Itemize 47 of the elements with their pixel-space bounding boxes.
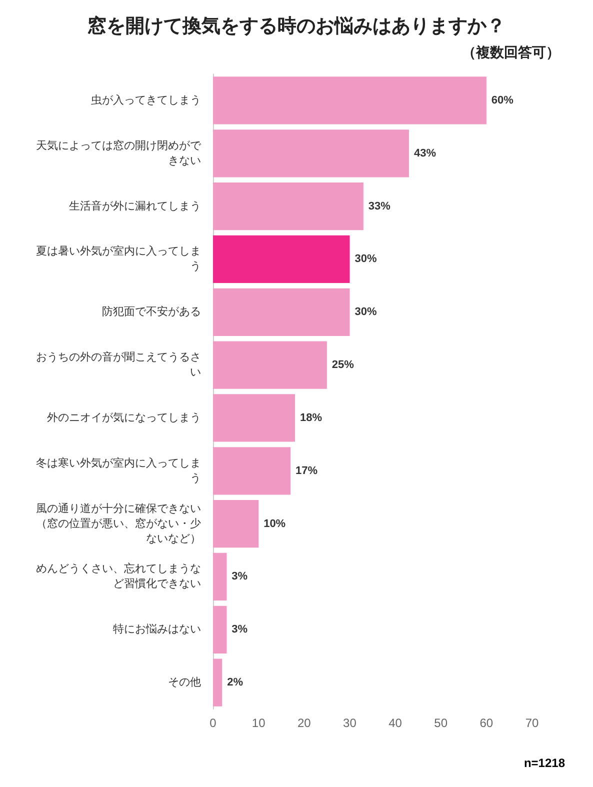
- y-tick-label: 天気によっては窓の開け閉めができない: [36, 138, 202, 167]
- x-tick-label: 40: [388, 716, 402, 730]
- y-tick-label: 生活音が外に漏れてしまう: [69, 199, 201, 212]
- data-label: 33%: [368, 200, 391, 212]
- y-tick-label: 防犯面で不安がある: [102, 305, 201, 318]
- data-label: 30%: [354, 253, 377, 266]
- data-label: 3%: [232, 570, 248, 583]
- bar: [213, 394, 296, 442]
- chart-subtitle: （複数回答可）: [462, 44, 560, 60]
- y-tick-label: 冬は寒い外気が室内に入ってしまう: [36, 456, 201, 484]
- bar: [213, 500, 259, 548]
- y-tick-label: 外のニオイが気になってしまう: [47, 412, 201, 424]
- x-tick-label: 70: [525, 716, 539, 730]
- x-tick-label: 60: [480, 716, 494, 730]
- x-tick-label: 10: [252, 716, 266, 730]
- text: n=1218: [524, 756, 566, 770]
- bar: [213, 447, 290, 495]
- data-label: 17%: [295, 464, 318, 477]
- bar: [213, 182, 364, 230]
- y-tick-label: その他: [168, 676, 201, 689]
- y-tick-label: おうちの外の音が聞こえてうるさい: [36, 350, 201, 379]
- bar: [213, 341, 327, 389]
- data-label: 60%: [491, 94, 514, 106]
- data-label: 30%: [354, 306, 377, 318]
- bar: [213, 288, 350, 336]
- x-tick-label: 0: [210, 716, 217, 730]
- data-label: 18%: [300, 412, 322, 424]
- data-label: 43%: [414, 147, 436, 160]
- bar: [213, 76, 486, 124]
- data-label: 25%: [332, 359, 354, 372]
- data-label: 2%: [227, 676, 244, 689]
- x-tick-label: 30: [343, 716, 357, 730]
- y-tick-label: 夏は暑い外気が室内に入ってしまう: [36, 244, 201, 273]
- x-tick-label: 20: [297, 716, 312, 730]
- bar: [213, 235, 350, 284]
- data-label: 10%: [264, 518, 286, 530]
- y-tick-label: 特にお悩みはない: [113, 624, 201, 636]
- y-tick-label: 風の通り道が十分に確保できない（窓の位置が悪い、窓がない・少ないなど）: [36, 502, 201, 545]
- bar: [213, 606, 227, 654]
- bar: [213, 552, 227, 601]
- x-tick-label: 50: [434, 716, 448, 730]
- y-tick-label: めんどうくさい、忘れてしまうなど習慣化できない: [36, 562, 201, 590]
- bar: [213, 658, 222, 706]
- bar: [213, 130, 409, 178]
- y-tick-label: 虫が入ってきてしまう: [91, 93, 201, 106]
- data-label: 3%: [232, 624, 248, 636]
- chart-title: 窓を開けて換気をする時のお悩みはありますか？: [88, 15, 506, 37]
